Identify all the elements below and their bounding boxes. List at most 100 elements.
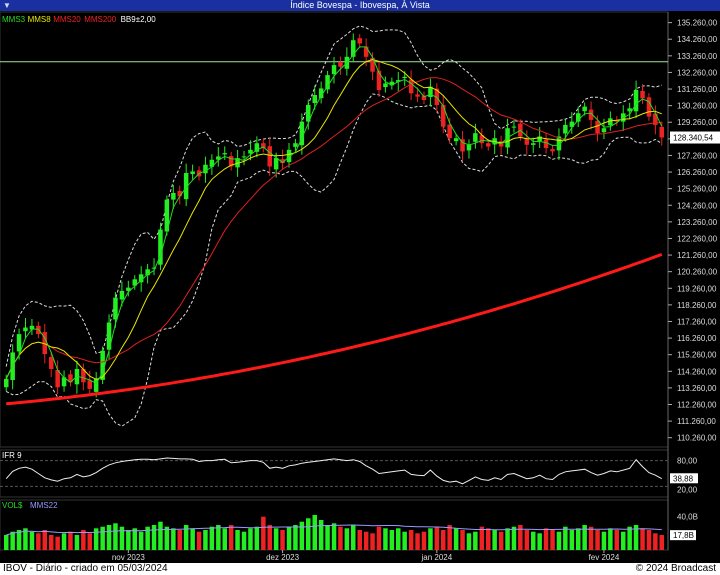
candle-body [524,138,530,145]
footer-info: IBOV - Diário - criado em 05/03/2024 [3,563,168,574]
y-tick-label: 135.260,00 [677,19,718,28]
candle-body [428,86,433,97]
candle-body [49,357,54,369]
candle-body [588,109,594,120]
volume-bar [453,528,459,550]
rsi-value-label: 38,88 [673,474,694,483]
y-tick-label: 113.260,00 [677,384,717,393]
candle-body [145,269,150,276]
volume-bar [421,531,427,550]
volume-bar [36,533,41,550]
y-tick-label: 123.260,00 [677,218,718,227]
candle-body [216,156,221,160]
candle-body [4,378,9,388]
candle-body [389,81,395,86]
volume-bar [608,528,613,550]
volume-bar [55,536,60,550]
candle-body [183,173,189,200]
candle-body [576,113,581,122]
window-titlebar: ▼ Índice Bovespa - Ibovespa, À Vista [0,0,720,11]
candle-body [158,229,163,265]
candle-body [126,287,131,291]
volume-bar [447,525,452,550]
y-tick-label: 126.260,00 [677,168,718,177]
volume-bar [351,525,356,550]
chevron-down-icon[interactable]: ▼ [3,1,11,10]
y-tick-label: 124.260,00 [677,201,718,210]
volume-label: VOL$ [2,501,23,510]
y-tick-label: 134.260,00 [677,35,718,44]
y-tick-label: 129.260,00 [677,118,718,127]
candle-body [338,62,343,67]
volume-bar [293,525,298,550]
volume-bar [627,526,632,550]
candle-body [363,46,369,57]
candle-body [254,143,260,152]
volume-bar [42,530,47,550]
candle-body [383,83,388,88]
candle-body [486,143,491,147]
ma20-line [5,77,662,380]
volume-bar [267,525,272,550]
bollinger-upper-band [5,25,662,367]
candle-body [23,327,28,332]
candle-body [531,143,536,145]
candle-body [608,118,613,126]
volume-value-label: 17,8B [673,531,694,540]
volume-bar [4,535,9,550]
volume-bar [492,530,497,550]
volume-bar [653,533,658,550]
y-tick-label: 130.260,00 [677,102,718,111]
volume-bar [415,533,420,550]
volume-bar [325,525,330,550]
candle-body [627,108,632,112]
candle-body [261,143,266,149]
candle-body [376,70,382,91]
candle-body [280,159,285,164]
candle-body [16,334,22,352]
y-tick-label: 121.260,00 [677,251,718,260]
price-chart[interactable]: 135.260,00 134.260,00 133.260,00 132.260,00… [0,0,720,563]
x-tick-label: dez 2023 [266,553,299,562]
rsi-line [5,457,663,485]
candle-body [614,120,619,122]
price-tag-box [670,131,720,144]
volume-bar [190,528,195,550]
volume-bar [518,525,523,550]
y-tick-label: 114.260,00 [677,367,717,376]
volume-bar [87,533,92,550]
candle-body [357,38,362,44]
footer-copyright: © 2024 Broadcast [635,563,716,574]
candle-body [537,136,542,142]
volume-bar [280,530,285,550]
volume-bar [640,528,645,550]
candle-body [511,126,517,128]
y-tick-label: 112.260,00 [677,400,717,409]
volume-tick-label: 40,0B [677,513,698,522]
candle-body [473,133,478,142]
candle-body [55,370,60,388]
y-tick-label: 116.260,00 [677,334,717,343]
ma8-line [5,58,662,380]
volume-bar [659,535,664,550]
candle-body [556,136,562,151]
candle-body [331,65,337,75]
legend-item: MMS3 [2,15,26,24]
volume-bar [183,525,189,550]
candle-body [633,90,639,112]
rsi-panel-frame [0,449,669,498]
bollinger-lower-band [5,93,663,427]
candle-body [222,153,227,155]
volume-bar [177,530,182,550]
volume-bar [171,528,176,550]
volume-bar [543,528,549,550]
y-tick-label: 117.260,00 [677,317,717,326]
candle-body [177,191,182,197]
candle-body [106,322,112,350]
candle-body [653,113,658,125]
volume-bar [434,526,440,550]
candle-body [479,135,485,144]
volume-bar [151,525,157,550]
candle-body [100,350,105,380]
volume-bar [646,530,652,550]
